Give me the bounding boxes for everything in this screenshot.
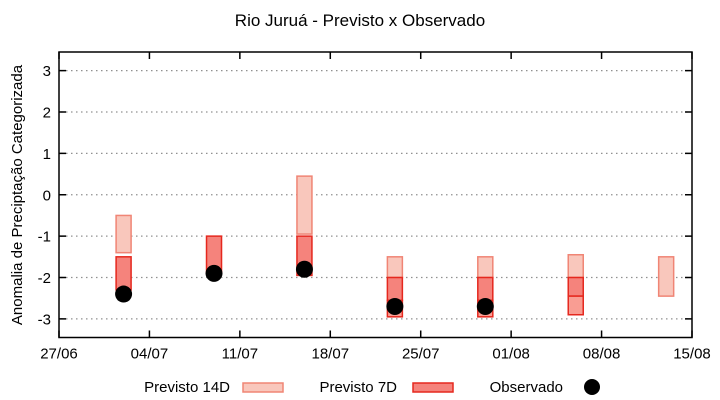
- y-tick-label: 1: [43, 146, 51, 163]
- box-previsto-7d: [567, 276, 584, 297]
- box-previsto-14d: [657, 256, 675, 297]
- box-previsto-7d: [115, 256, 132, 291]
- observed-point: [295, 260, 313, 278]
- x-tick-label: 18/07: [312, 346, 350, 363]
- chart-title: Rio Juruá - Previsto x Observado: [235, 11, 485, 30]
- box-previsto-7d: [567, 295, 584, 316]
- x-tick-label: 01/08: [492, 346, 530, 363]
- axes-frame: [58, 51, 693, 339]
- gridlines: [61, 70, 690, 320]
- box-previsto-14d: [386, 256, 404, 279]
- x-tick-label: 15/08: [673, 346, 711, 363]
- legend-dot-observado-icon: [584, 379, 600, 395]
- x-tick-label: 11/07: [222, 346, 258, 363]
- x-tick-label: 08/08: [583, 346, 621, 363]
- y-tick-label: -3: [38, 311, 51, 328]
- x-tick-label: 27/06: [40, 346, 78, 363]
- observed-point: [205, 264, 223, 282]
- box-previsto-14d: [296, 175, 313, 235]
- y-tick-labels: -3 -2 -1 0 1 2 3: [38, 63, 51, 328]
- legend-swatch-previsto-14d-icon: [242, 382, 284, 393]
- legend-label-previsto-7d: Previsto 7D: [319, 379, 397, 396]
- legend: Previsto 14D Previsto 7D Observado: [144, 379, 600, 396]
- forecast-boxes: [115, 175, 675, 318]
- legend-swatch-previsto-7d-icon: [412, 382, 454, 393]
- y-tick-label: 3: [43, 63, 51, 80]
- box-previsto-14d: [477, 256, 494, 279]
- y-axis-label: Anomalia de Preciptação Categorizada: [9, 64, 26, 325]
- x-tick-label: 04/07: [131, 346, 169, 363]
- y-tick-label: -1: [38, 229, 51, 246]
- y-tick-label: 0: [43, 187, 51, 204]
- observed-points: [115, 260, 494, 315]
- box-previsto-7d: [386, 276, 404, 302]
- y-tick-label: -2: [38, 270, 51, 287]
- plot-border: [58, 51, 693, 339]
- box-previsto-7d: [477, 276, 494, 302]
- x-tick-labels: 27/06 04/07 11/07 18/07 25/07 01/08 08/08 15/08: [40, 346, 711, 363]
- observed-point: [476, 297, 494, 315]
- legend-label-observado: Observado: [490, 379, 563, 396]
- y-tick-label: 2: [43, 104, 51, 121]
- x-tick-label: 25/07: [402, 346, 440, 363]
- legend-label-previsto-14d: Previsto 14D: [144, 379, 230, 396]
- observed-point: [115, 285, 133, 303]
- box-previsto-14d: [567, 253, 584, 279]
- observed-point: [386, 297, 404, 315]
- box-previsto-14d: [115, 214, 132, 254]
